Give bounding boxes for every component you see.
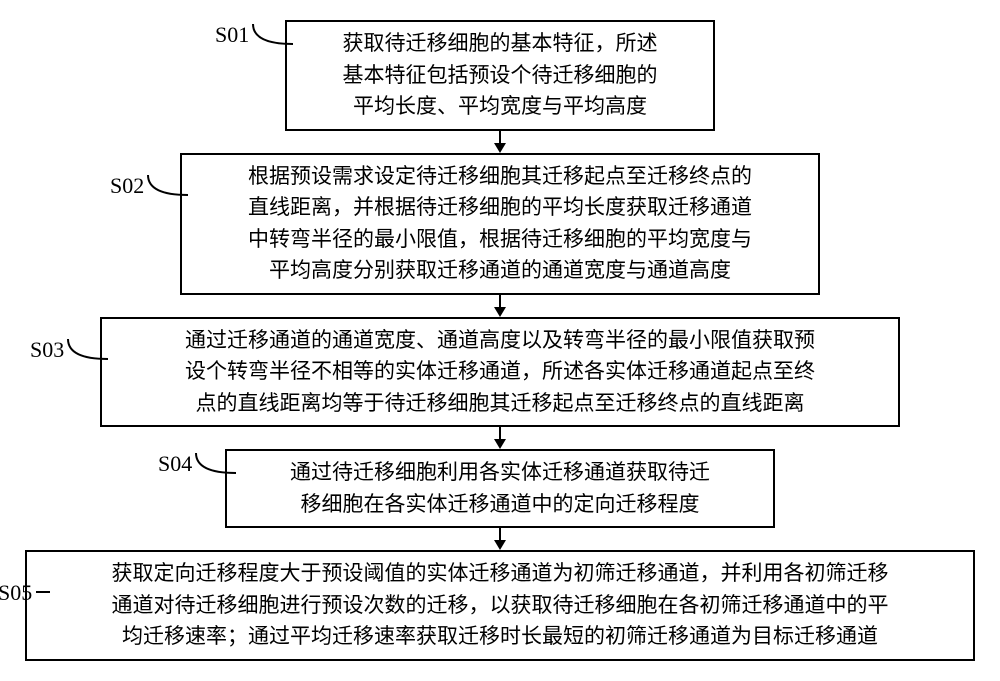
step-box: 根据预设需求设定待迁移细胞其迁移起点至迁移终点的直线距离，并根据待迁移细胞的平均… <box>180 153 820 295</box>
step-box: 通过待迁移细胞利用各实体迁移通道获取待迁移细胞在各实体迁移通道中的定向迁移程度 <box>225 449 775 528</box>
step-label: S03 <box>30 337 112 367</box>
step-label: S02 <box>110 173 192 203</box>
flow-step: S02 根据预设需求设定待迁移细胞其迁移起点至迁移终点的直线距离，并根据待迁移细… <box>20 153 980 295</box>
flow-arrow <box>20 295 980 317</box>
flow-step: S03 通过迁移通道的通道宽度、通道高度以及转弯半径的最小限值获取预设个转弯半径… <box>20 317 980 428</box>
flowchart-container: S01 获取待迁移细胞的基本特征，所述基本特征包括预设个待迁移细胞的平均长度、平… <box>20 20 980 661</box>
step-label: S05 <box>0 580 52 610</box>
step-box: 获取定向迁移程度大于预设阈值的实体迁移通道为初筛迁移通道，并利用各初筛迁移通道对… <box>25 550 975 661</box>
step-id: S02 <box>110 173 144 199</box>
step-box: 获取待迁移细胞的基本特征，所述基本特征包括预设个待迁移细胞的平均长度、平均宽度与… <box>285 20 715 131</box>
step-id: S01 <box>215 22 249 48</box>
step-text: 通过迁移通道的通道宽度、通道高度以及转弯半径的最小限值获取预设个转弯半径不相等的… <box>185 325 815 420</box>
flow-arrow <box>20 131 980 153</box>
flow-arrow <box>20 528 980 550</box>
flow-step: S04 通过待迁移细胞利用各实体迁移通道获取待迁移细胞在各实体迁移通道中的定向迁… <box>20 449 980 528</box>
step-text: 获取定向迁移程度大于预设阈值的实体迁移通道为初筛迁移通道，并利用各初筛迁移通道对… <box>112 558 889 653</box>
step-id: S05 <box>0 580 32 606</box>
step-box: 通过迁移通道的通道宽度、通道高度以及转弯半径的最小限值获取预设个转弯半径不相等的… <box>100 317 900 428</box>
step-text: 获取待迁移细胞的基本特征，所述基本特征包括预设个待迁移细胞的平均长度、平均宽度与… <box>343 28 658 123</box>
step-label: S04 <box>158 451 240 481</box>
step-id: S03 <box>30 337 64 363</box>
flow-step: S05 获取定向迁移程度大于预设阈值的实体迁移通道为初筛迁移通道，并利用各初筛迁… <box>20 550 980 661</box>
step-text: 根据预设需求设定待迁移细胞其迁移起点至迁移终点的直线距离，并根据待迁移细胞的平均… <box>248 161 752 287</box>
step-text: 通过待迁移细胞利用各实体迁移通道获取待迁移细胞在各实体迁移通道中的定向迁移程度 <box>290 457 710 520</box>
step-id: S04 <box>158 451 192 477</box>
flow-step: S01 获取待迁移细胞的基本特征，所述基本特征包括预设个待迁移细胞的平均长度、平… <box>20 20 980 131</box>
flow-arrow <box>20 427 980 449</box>
step-label: S01 <box>215 22 297 52</box>
